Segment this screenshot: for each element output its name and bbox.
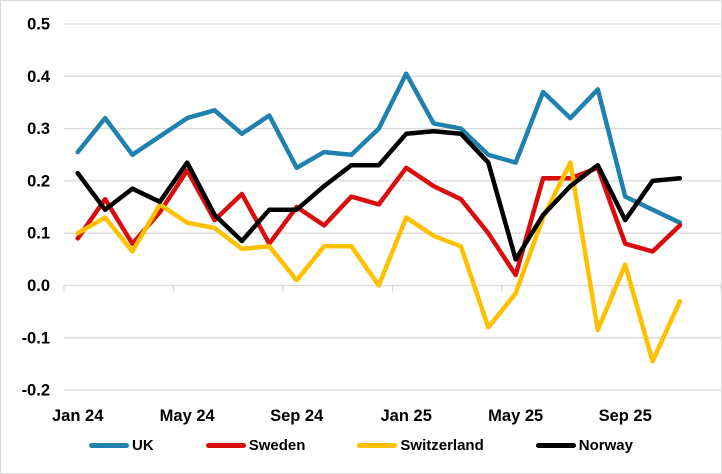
series-line-sweden — [75, 165, 683, 278]
series-line-norway — [75, 128, 683, 262]
series-line-switzerland — [75, 160, 683, 364]
uk-line-swatch — [89, 443, 130, 448]
y-axis-tick-label: 0.1 — [27, 225, 50, 243]
y-axis-tick-label: -0.1 — [22, 329, 50, 347]
legend-item-uk: UK — [89, 437, 154, 454]
legend-item-sweden: Sweden — [205, 437, 306, 454]
x-axis-tick-label: May 25 — [488, 407, 543, 425]
x-axis-tick-label: May 24 — [160, 407, 216, 425]
legend-label: Sweden — [248, 437, 306, 454]
legend-label: UK — [132, 437, 154, 454]
series-line-uk — [75, 71, 683, 225]
x-axis-tick-label: Jan 25 — [381, 407, 432, 425]
legend-label: Norway — [578, 437, 633, 454]
x-axis-tick-label: Sep 24 — [270, 407, 324, 425]
norway-line-swatch — [535, 443, 576, 448]
legend-label: Switzerland — [400, 437, 484, 454]
y-axis-tick-label: 0.4 — [27, 68, 51, 86]
legend-item-switzerland: Switzerland — [357, 437, 484, 454]
switzerland-line-swatch — [357, 443, 398, 448]
y-axis-tick-label: 0.0 — [27, 277, 50, 295]
y-axis-tick-label: -0.2 — [22, 382, 50, 400]
legend: UK Sweden Switzerland Norway — [1, 437, 721, 454]
y-axis-tick-label: 0.3 — [27, 120, 50, 138]
y-axis-tick-label: 0.5 — [27, 16, 50, 34]
y-axis-tick-label: 0.2 — [27, 172, 50, 190]
sweden-line-swatch — [205, 443, 246, 448]
x-axis-tick-label: Jan 24 — [52, 407, 104, 425]
x-axis-tick-label: Sep 25 — [599, 407, 652, 425]
legend-item-norway: Norway — [535, 437, 633, 454]
